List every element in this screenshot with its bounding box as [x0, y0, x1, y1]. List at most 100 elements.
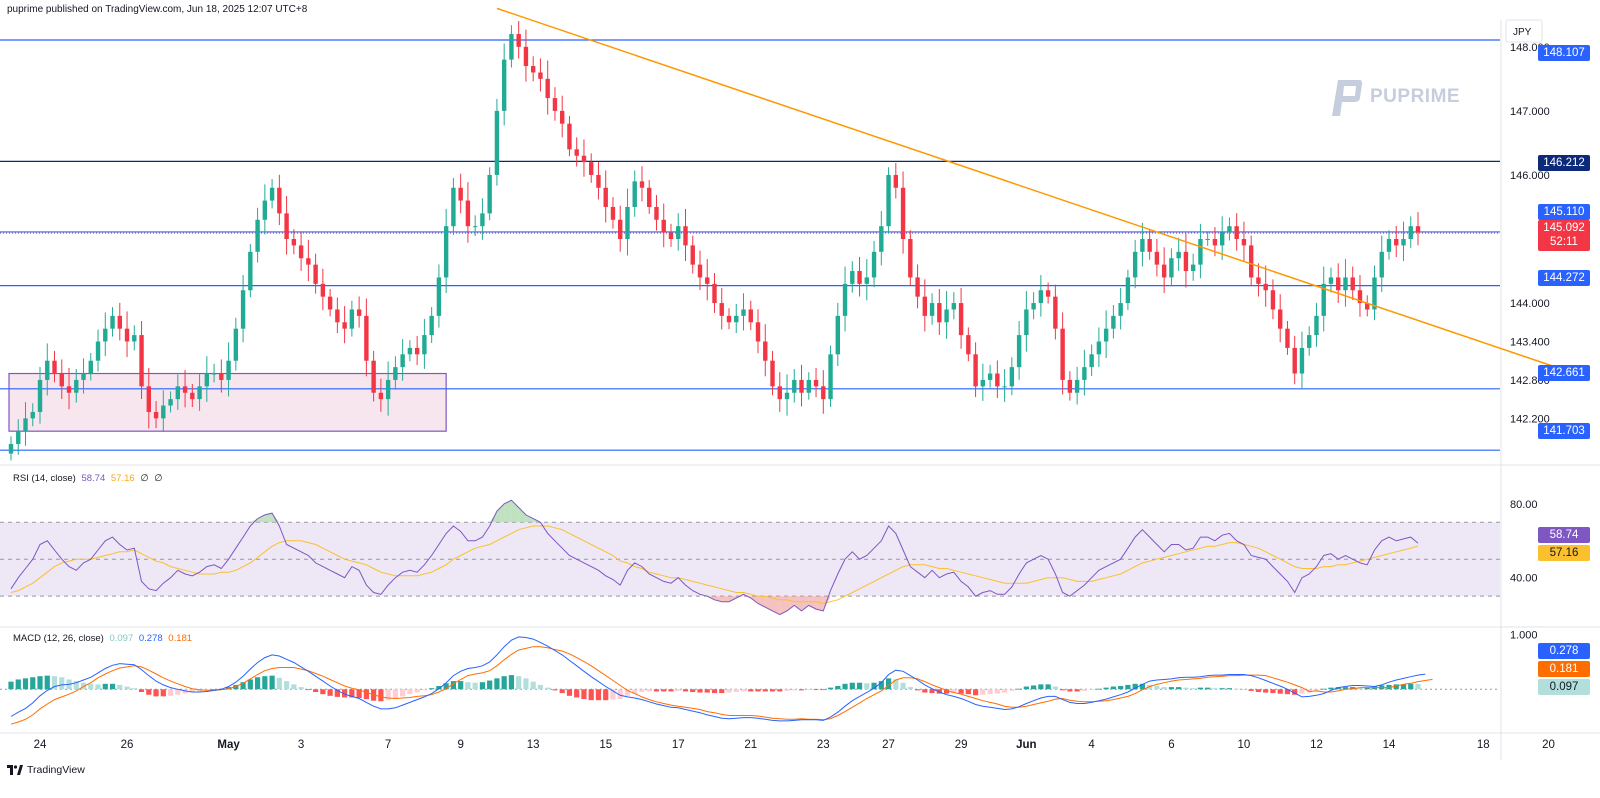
candle-body — [581, 155, 587, 163]
candle-body — [552, 98, 558, 111]
candle-body — [1169, 258, 1174, 278]
macd-hist-bar — [1023, 686, 1029, 690]
candle-body — [161, 405, 166, 419]
macd-hist-bar — [1321, 688, 1327, 690]
candle-body — [1401, 239, 1406, 246]
macd-hist-bar — [740, 689, 747, 692]
candle-body — [1357, 290, 1363, 304]
macd-hist-bar — [88, 683, 94, 690]
candle-body — [168, 399, 173, 406]
macd-hist-bar — [951, 689, 957, 694]
level-tag-145110: 145.110 — [1538, 204, 1590, 220]
macd-hist-bar — [429, 688, 435, 690]
macd-hist-bar — [327, 689, 333, 696]
macd-hist-bar — [1168, 687, 1175, 690]
candle-body — [1038, 290, 1044, 304]
candle-body — [1227, 226, 1232, 233]
macd-hist-bar — [690, 689, 696, 692]
macd-hist-bar — [1183, 687, 1189, 690]
candle-body — [1198, 239, 1203, 265]
candle-body — [610, 206, 616, 220]
macd-hist-bar — [1284, 689, 1291, 695]
candle-body — [755, 322, 761, 342]
candle-body — [1415, 226, 1421, 233]
rsi-overbought-fill — [250, 518, 258, 523]
time-tick-label: 18 — [1477, 739, 1490, 751]
candle-body — [1183, 251, 1189, 272]
candle-body — [1082, 367, 1087, 380]
macd-legend: MACD (12, 26, close) 0.097 0.278 0.181 — [13, 633, 192, 644]
rsi-bb-upper-legend: ∅ — [140, 473, 149, 484]
candle-body — [66, 386, 72, 393]
macd-hist-bar — [1219, 688, 1225, 690]
macd-hist-bar — [798, 689, 805, 691]
rsi-overbought-fill — [264, 513, 273, 523]
macd-hist-bar — [972, 689, 979, 696]
time-tick-label: 15 — [599, 739, 612, 751]
macd-hist-bar — [762, 689, 768, 692]
macd-hist-bar — [262, 676, 268, 690]
rsi-oversold-fill — [823, 596, 831, 611]
candle-body — [958, 303, 964, 336]
candle-body — [1205, 239, 1210, 240]
candle-body — [407, 347, 413, 355]
macd-hist-bar — [465, 682, 471, 690]
macd-hist-bar — [574, 689, 580, 698]
candle-body — [465, 200, 471, 227]
macd-hist-bar — [697, 689, 703, 693]
candle-body — [1408, 226, 1413, 239]
candle-body — [501, 59, 507, 111]
rsi-overbought-fill — [272, 513, 280, 523]
macd-hist-bar — [624, 689, 631, 696]
rsi-overbought-fill — [504, 500, 512, 523]
macd-hist-bar — [1060, 689, 1066, 691]
candle-body — [734, 315, 739, 323]
macd-hist-bar — [1306, 689, 1312, 693]
macd-hist-bar — [704, 689, 710, 693]
candle-body — [88, 360, 93, 374]
candle-body — [1096, 341, 1102, 355]
candle-body — [980, 379, 986, 387]
macd-hist-bar — [291, 684, 297, 690]
candle-body — [987, 373, 993, 380]
candle-body — [1234, 226, 1239, 239]
candle-body — [262, 200, 268, 220]
macd-hist-bar — [871, 682, 877, 690]
macd-hist-bar — [167, 689, 174, 696]
macd-hist-bar — [30, 677, 36, 690]
candle-body — [23, 418, 28, 432]
candle-body — [30, 411, 35, 419]
macd-hist-bar — [827, 687, 834, 690]
candle-body — [320, 283, 326, 297]
level-tag-141703: 141.703 — [1538, 423, 1590, 439]
candle-body — [705, 277, 710, 284]
macd-hist-bar — [1342, 687, 1349, 690]
level-tag-144272: 144.272 — [1538, 270, 1590, 286]
candle-body — [1009, 367, 1015, 387]
macd-hist-bar — [1234, 688, 1240, 690]
macd-hist-bar — [421, 689, 427, 691]
candle-body — [509, 34, 514, 60]
macd-hist-bar — [458, 681, 464, 690]
macd-hist-bar — [160, 689, 166, 697]
macd-hist-bar — [450, 681, 457, 690]
level-tag-148107: 148.107 — [1538, 45, 1590, 61]
macd-hist-bar — [109, 683, 116, 690]
macd-hist-bar — [516, 676, 522, 690]
candle-body — [937, 303, 942, 323]
macd-title: MACD (12, 26, close) — [13, 633, 104, 644]
candle-body — [1219, 232, 1225, 246]
macd-hist-bar — [537, 684, 544, 690]
time-tick-label: Jun — [1016, 739, 1036, 751]
macd-hist-bar — [124, 686, 130, 690]
macd-hist-bar — [1132, 683, 1138, 690]
candle-body — [951, 303, 957, 310]
candle-body — [378, 392, 384, 400]
rsi-value-tag: 58.74 — [1538, 527, 1590, 543]
candle-body — [1103, 328, 1109, 342]
candle-body — [306, 258, 311, 265]
tradingview-logo[interactable]: TradingView — [7, 764, 85, 776]
candle-body — [1002, 386, 1007, 388]
rsi-legend: RSI (14, close) 58.74 57.16 ∅ ∅ — [13, 473, 163, 484]
